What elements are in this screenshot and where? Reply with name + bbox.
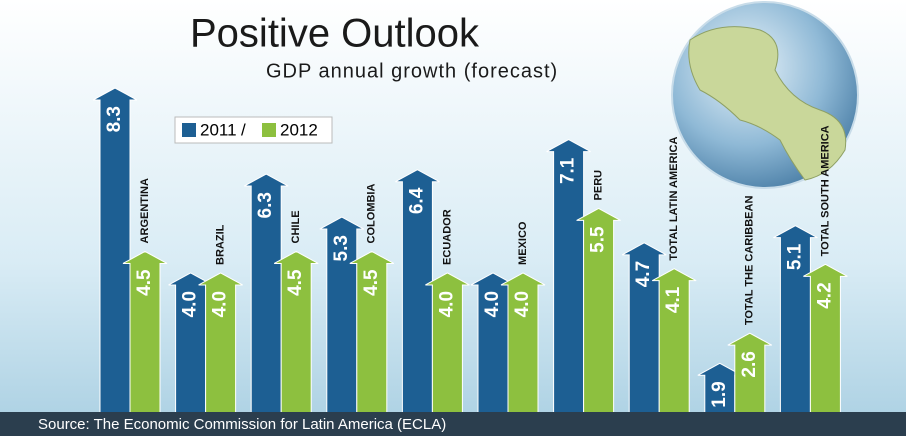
value-label: 4.0 — [210, 291, 231, 317]
value-label: 4.0 — [512, 291, 533, 317]
chart-title: Positive Outlook — [190, 12, 480, 56]
value-label: 4.1 — [663, 286, 684, 313]
category-label: COLOMBIA — [366, 184, 378, 244]
category-label: BRAZIL — [215, 224, 227, 265]
globe — [671, 1, 859, 189]
legend-swatch — [262, 123, 276, 137]
value-label: 4.5 — [134, 269, 155, 296]
value-label: 6.3 — [255, 192, 276, 218]
value-label: 4.5 — [361, 269, 382, 296]
value-label: 4.0 — [436, 291, 457, 317]
value-label: 4.7 — [633, 261, 654, 287]
category-label: TOTAL SOUTH AMERICA — [819, 125, 831, 256]
category-label: TOTAL THE CARIBBEAN — [744, 196, 756, 326]
source: Source: The Economic Commission for Lati… — [38, 416, 446, 433]
value-label: 5.5 — [588, 226, 609, 253]
legend-box — [174, 116, 333, 144]
value-label: 4.0 — [482, 291, 503, 317]
legend-swatch — [182, 123, 196, 137]
category-label: ARGENTINA — [139, 178, 151, 243]
value-label: 8.3 — [104, 106, 125, 132]
legend-label: 2012 — [280, 120, 318, 139]
value-label: 4.5 — [285, 269, 306, 296]
value-label: 4.2 — [814, 282, 835, 308]
value-label: 1.9 — [709, 381, 730, 407]
bar — [576, 207, 621, 436]
value-label: 6.4 — [406, 187, 427, 214]
category-label: TOTAL LATIN AMERICA — [668, 137, 680, 261]
value-label: 7.1 — [558, 157, 579, 184]
bars: 8.3 4.5 ARGENTINA 4.0 4.0 BRAZIL 6.3 4.5 CHILE 5.… — [92, 87, 848, 436]
legend-label: 2011 — [200, 120, 237, 139]
value-label: 4.0 — [180, 291, 201, 317]
footer-band — [0, 412, 906, 436]
category-label: CHILE — [290, 210, 302, 243]
value-label: 5.3 — [331, 235, 352, 261]
chart-subtitle: GDP annual growth (forecast) — [266, 60, 558, 82]
legend-separator: / — [241, 120, 246, 139]
value-label: 2.6 — [739, 351, 760, 377]
category-label: MEXICO — [517, 221, 529, 265]
category-label: ECUADOR — [441, 209, 453, 265]
legend: 2011 / 2012 — [174, 116, 333, 144]
category-label: PERU — [593, 170, 605, 201]
value-label: 5.1 — [784, 243, 805, 270]
